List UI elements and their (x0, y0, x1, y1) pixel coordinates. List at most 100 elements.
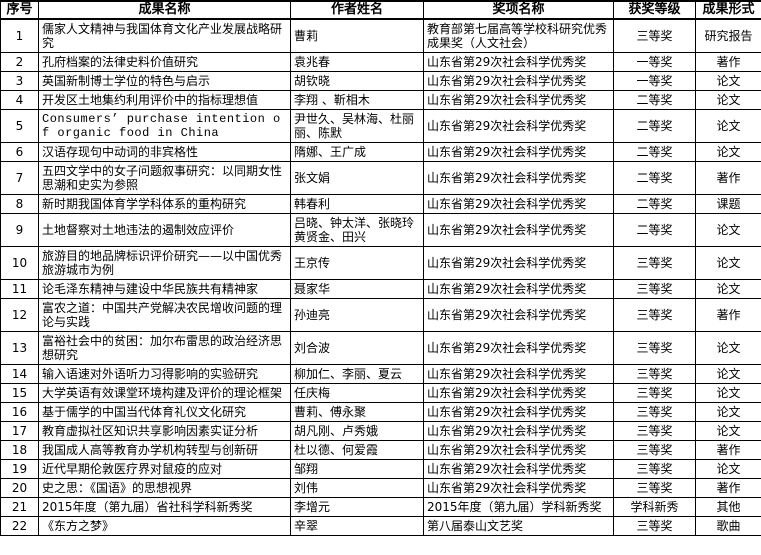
cell-name: 史之思：《国语》的思想视界 (38, 478, 291, 498)
cell-award: 山东省第29次社会科学优秀奖 (423, 279, 614, 299)
table-row: 5 Consumers’ purchase intention of organi… (0, 109, 761, 143)
cell-level: 一等奖 (613, 52, 696, 72)
cell-index: 3 (0, 71, 39, 91)
cell-form: 论文 (695, 279, 761, 299)
cell-name: 五四文学中的女子问题叙事研究：以同期女性思潮和史实为参照 (38, 161, 291, 195)
cell-level: 三等奖 (613, 18, 696, 53)
cell-form: 课题 (695, 194, 761, 214)
table-header: 序号 成果名称 作者姓名 奖项名称 获奖等级 成果形式 (0, 0, 761, 20)
cell-form: 著作 (695, 52, 761, 72)
column-header-authors: 作者姓名 (290, 0, 424, 20)
cell-level: 三等奖 (613, 516, 696, 536)
cell-award: 山东省第29次社会科学优秀奖 (423, 194, 614, 214)
cell-authors: 刘伟 (290, 478, 424, 498)
cell-name: 论毛泽东精神与建设中华民族共有精神家 (38, 279, 291, 299)
cell-award: 山东省第29次社会科学优秀奖 (423, 142, 614, 162)
cell-level: 二等奖 (613, 90, 696, 110)
cell-index: 7 (0, 161, 39, 195)
cell-award: 山东省第29次社会科学优秀奖 (423, 478, 614, 498)
cell-form: 著作 (695, 478, 761, 498)
column-header-level: 获奖等级 (613, 0, 696, 20)
cell-form: 论文 (695, 213, 761, 247)
cell-level: 一等奖 (613, 71, 696, 91)
cell-form: 论文 (695, 71, 761, 91)
cell-authors: 杜以德、何爱霞 (290, 440, 424, 460)
cell-award: 山东省第29次社会科学优秀奖 (423, 298, 614, 332)
table-row: 20 史之思：《国语》的思想视界 刘伟 山东省第29次社会科学优秀奖 三等奖 著作 (0, 478, 761, 498)
table-row: 15 大学英语有效课堂环境构建及评价的理论框架 任庆梅 山东省第29次社会科学优秀奖三… (0, 383, 761, 403)
table-row: 1 儒家人文精神与我国体育文化产业发展战略研究 曹莉 教育部第七届高等学校科研究优秀成… (0, 18, 761, 53)
cell-index: 6 (0, 142, 39, 162)
cell-name: 新时期我国体育学学科体系的重构研究 (38, 194, 291, 214)
cell-level: 三等奖 (613, 246, 696, 280)
cell-authors: 刘合波 (290, 331, 424, 365)
cell-form: 论文 (695, 383, 761, 403)
cell-authors: 李翔 、靳相木 (290, 90, 424, 110)
column-header-index: 序号 (0, 0, 39, 20)
cell-name: 大学英语有效课堂环境构建及评价的理论框架 (38, 383, 291, 403)
cell-authors: 聂家华 (290, 279, 424, 299)
cell-authors: 任庆梅 (290, 383, 424, 403)
cell-level: 三等奖 (613, 459, 696, 479)
cell-form: 著作 (695, 298, 761, 332)
cell-award: 山东省第29次社会科学优秀奖 (423, 383, 614, 403)
cell-index: 12 (0, 298, 39, 332)
cell-form: 论文 (695, 364, 761, 384)
cell-award: 山东省第29次社会科学优秀奖 (423, 331, 614, 365)
column-header-name: 成果名称 (38, 0, 291, 20)
cell-index: 9 (0, 213, 39, 247)
cell-award: 2015年度（第九届）学科新秀奖 (423, 497, 614, 517)
cell-name: 英国新制博士学位的特色与启示 (38, 71, 291, 91)
table-row: 14 输入语速对外语听力习得影响的实验研究 柳加仁、李丽、夏云 山东省第29次社会科学… (0, 364, 761, 384)
cell-index: 4 (0, 90, 39, 110)
cell-index: 14 (0, 364, 39, 384)
table-row: 11 论毛泽东精神与建设中华民族共有精神家 聂家华 山东省第29次社会科学优秀奖 三等奖… (0, 279, 761, 299)
cell-level: 三等奖 (613, 440, 696, 460)
table-row: 3 英国新制博士学位的特色与启示 胡钦晓 山东省第29次社会科学优秀奖 一等奖 论文 (0, 71, 761, 91)
cell-authors: 曹莉 (290, 18, 424, 53)
cell-name: 土地督察对土地违法的遏制效应评价 (38, 213, 291, 247)
cell-level: 三等奖 (613, 383, 696, 403)
cell-name: Consumers’ purchase intention of organic… (38, 109, 291, 143)
cell-name: 近代早期伦敦医疗界对鼠疫的应对 (38, 459, 291, 479)
table-row: 2 孔府档案的法律史料价值研究 袁兆春 山东省第29次社会科学优秀奖 一等奖 著作 (0, 52, 761, 72)
table-row: 9 土地督察对土地违法的遏制效应评价 吕晓、钟太洋、张晓玲黄贤金、田兴 山东省第29次… (0, 213, 761, 247)
cell-level: 三等奖 (613, 279, 696, 299)
cell-name: 教育虚拟社区知识共享影响因素实证分析 (38, 421, 291, 441)
cell-award: 第八届泰山文艺奖 (423, 516, 614, 536)
cell-authors: 王京传 (290, 246, 424, 280)
cell-form: 论文 (695, 402, 761, 422)
cell-index: 10 (0, 246, 39, 280)
table-row: 12 富农之道：中国共产党解决农民增收问题的理论与实践 孙迪亮 山东省第29次社会科学… (0, 298, 761, 332)
header-row: 序号 成果名称 作者姓名 奖项名称 获奖等级 成果形式 (0, 0, 761, 20)
table-row: 13 富裕社会中的贫困：加尔布雷思的政治经济思想研究 刘合波 山东省第29次社会科学优… (0, 331, 761, 365)
table-row: 22 《东方之梦》 辛翠 第八届泰山文艺奖 三等奖 歌曲 (0, 516, 761, 536)
cell-level: 三等奖 (613, 421, 696, 441)
column-header-form: 成果形式 (695, 0, 761, 20)
cell-form: 歌曲 (695, 516, 761, 536)
cell-level: 三等奖 (613, 478, 696, 498)
cell-form: 其他 (695, 497, 761, 517)
cell-award: 山东省第29次社会科学优秀奖 (423, 161, 614, 195)
awards-table: 序号 成果名称 作者姓名 奖项名称 获奖等级 成果形式 1 儒家人文精神与我国体育… (0, 0, 761, 536)
cell-name: 汉语存现句中动词的非宾格性 (38, 142, 291, 162)
cell-form: 论文 (695, 142, 761, 162)
cell-award: 山东省第29次社会科学优秀奖 (423, 246, 614, 280)
cell-award: 山东省第29次社会科学优秀奖 (423, 109, 614, 143)
cell-form: 论文 (695, 109, 761, 143)
cell-index: 17 (0, 421, 39, 441)
cell-level: 二等奖 (613, 194, 696, 214)
cell-form: 论文 (695, 246, 761, 280)
cell-level: 三等奖 (613, 402, 696, 422)
cell-form: 著作 (695, 161, 761, 195)
cell-award: 山东省第29次社会科学优秀奖 (423, 402, 614, 422)
cell-level: 三等奖 (613, 298, 696, 332)
cell-name: 输入语速对外语听力习得影响的实验研究 (38, 364, 291, 384)
cell-authors: 隋娜、王广成 (290, 142, 424, 162)
cell-award: 山东省第29次社会科学优秀奖 (423, 52, 614, 72)
table-row: 4 开发区土地集约利用评价中的指标理想值 李翔 、靳相木 山东省第29次社会科学优秀奖… (0, 90, 761, 110)
cell-index: 21 (0, 497, 39, 517)
cell-level: 三等奖 (613, 364, 696, 384)
cell-index: 13 (0, 331, 39, 365)
